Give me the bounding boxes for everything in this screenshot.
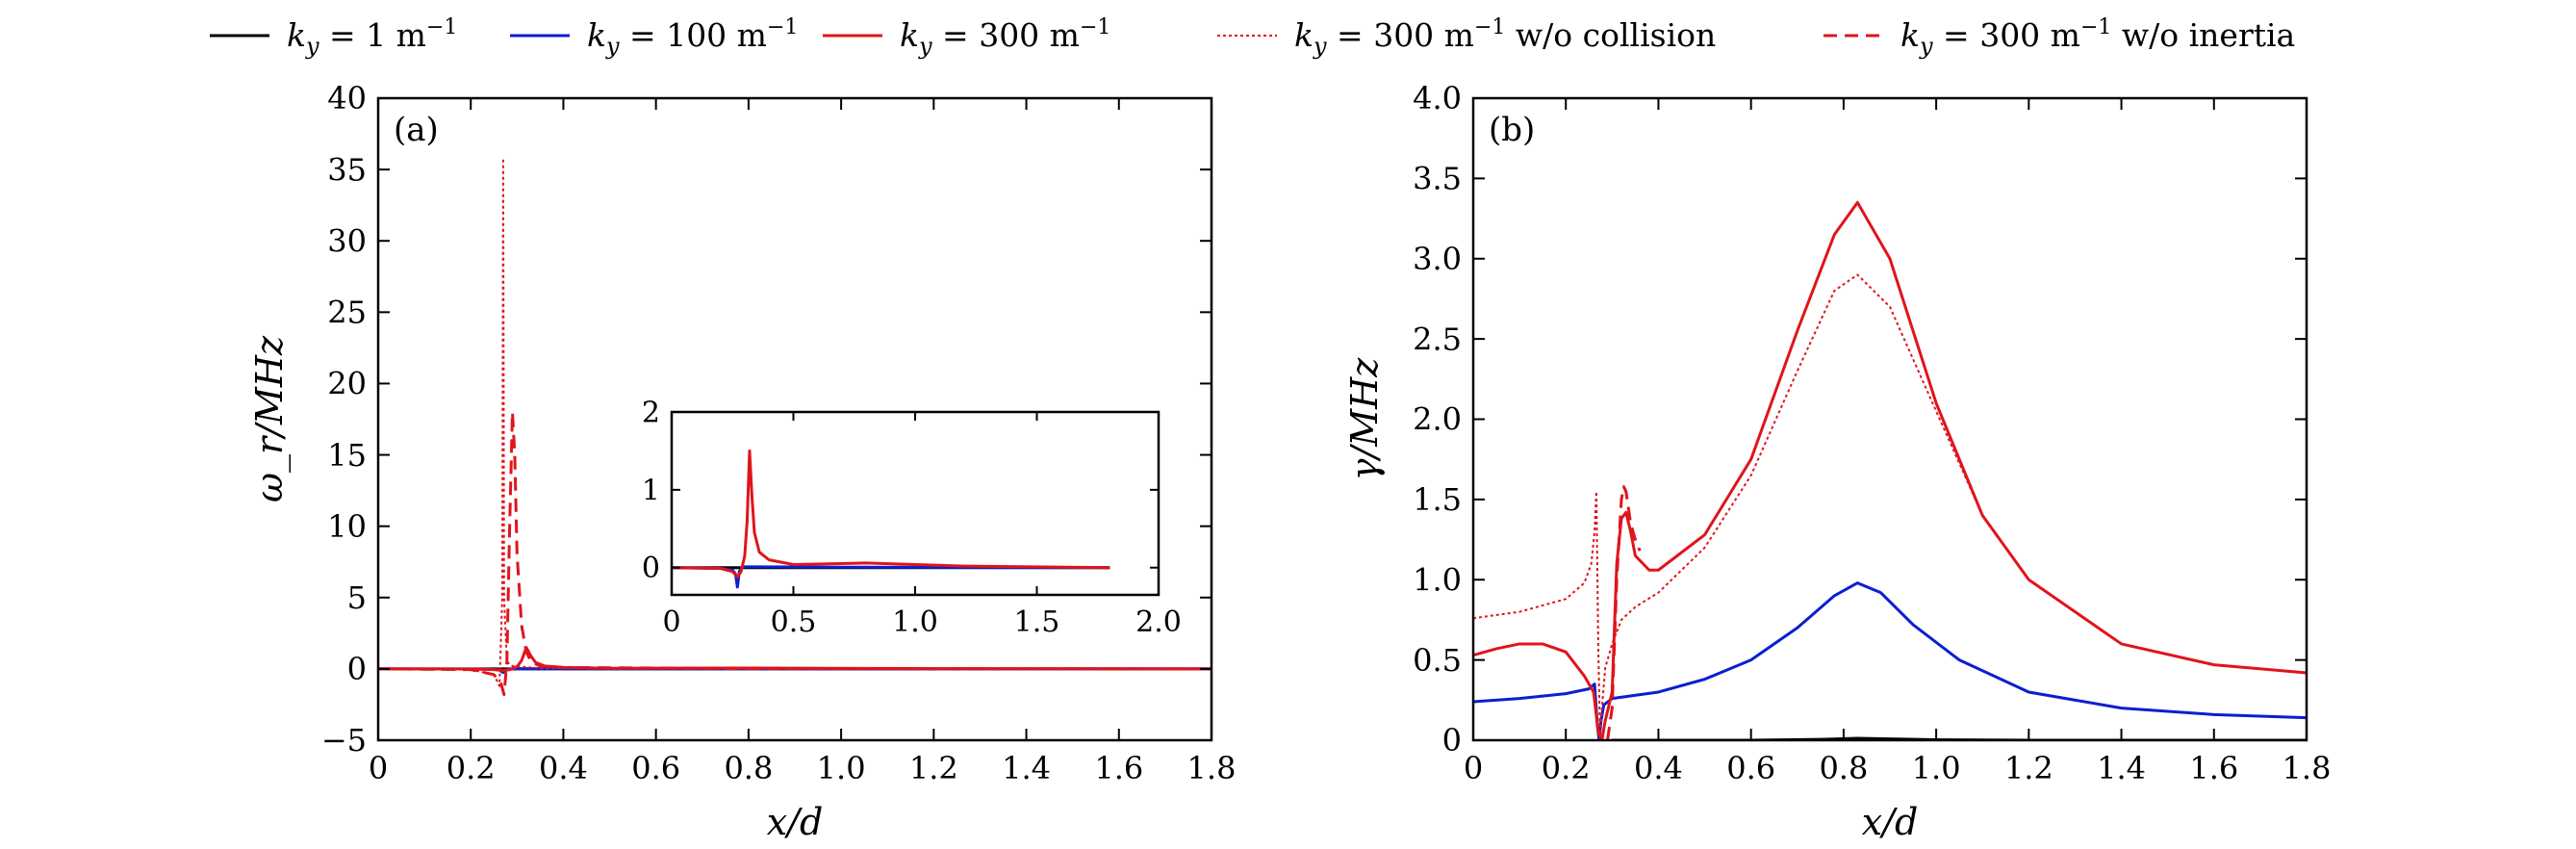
y-tick-label: 30 — [327, 222, 367, 259]
x-tick-label: 1.0 — [892, 605, 938, 639]
legend-item-3: ky = 300 m−1 — [823, 15, 1110, 60]
series-line-2 — [1473, 581, 2307, 740]
panel-b: 0 0.2 0.4 0.6 0.8 1.0 1.2 1.4 1.6 1.8 0 0.5 1.0 1.5 2.… — [1343, 80, 2331, 843]
y-tick-label: 10 — [327, 508, 367, 545]
x-tick-label: 1.2 — [909, 750, 958, 786]
panel-a-inset: 0 0.5 1.0 1.5 2.0 0 1 2 — [642, 397, 1182, 640]
x-tick-label: 1.0 — [817, 750, 866, 786]
x-tick-label: 1.6 — [1094, 750, 1143, 786]
legend-item-1: ky = 1 m−1 — [210, 15, 457, 60]
x-tick-label: 1.4 — [1002, 750, 1051, 786]
panel-a-ylabel: ω_r/MHz — [248, 335, 292, 502]
x-tick-label: 0.5 — [771, 605, 817, 639]
y-tick-label: 4.0 — [1413, 80, 1462, 116]
legend-label: ky = 300 m−1 w/o collision — [1294, 15, 1716, 60]
x-tick-label: 0.4 — [539, 750, 588, 786]
x-tick-label: 1.6 — [2189, 750, 2238, 786]
x-tick-label: 1.0 — [1912, 750, 1961, 786]
x-tick-label: 1.2 — [2004, 750, 2053, 786]
legend-label: ky = 300 m−1 — [900, 15, 1110, 60]
panel-b-ylabel: γ/MHz — [1343, 357, 1386, 481]
legend-label: ky = 300 m−1 w/o inertia — [1900, 15, 2295, 60]
panel-b-xlabel: x/d — [1862, 801, 1919, 843]
y-tick-label: 0 — [642, 552, 660, 585]
legend: ky = 1 m−1 ky = 100 m−1 ky = 300 m−1 ky = 3… — [210, 15, 2295, 60]
x-tick-label: 0.8 — [724, 750, 773, 786]
y-tick-label: 35 — [327, 151, 367, 188]
legend-item-4: ky = 300 m−1 w/o collision — [1217, 15, 1716, 60]
panel-a-frame — [376, 96, 1213, 742]
panel-a-xlabel: x/d — [767, 801, 824, 843]
series-line-5 — [1606, 485, 1642, 740]
y-tick-label: 40 — [327, 80, 367, 116]
y-tick-label: 5 — [347, 579, 367, 616]
x-tick-label: 2.0 — [1135, 605, 1182, 639]
y-tick-label: 3.5 — [1413, 161, 1462, 197]
x-tick-label: 0.8 — [1819, 750, 1868, 786]
x-tick-label: 0.2 — [446, 750, 496, 786]
y-tick-label: 20 — [327, 366, 367, 402]
y-tick-label: 1.5 — [1413, 481, 1462, 518]
panel-b-ticks: 0 0.2 0.4 0.6 0.8 1.0 1.2 1.4 1.6 1.8 0 0.5 1.0 1.5 2.… — [1413, 80, 2331, 786]
y-tick-label: 0 — [1442, 722, 1462, 759]
legend-label: ky = 1 m−1 — [287, 15, 457, 60]
y-tick-label: −5 — [321, 722, 367, 759]
series-line-4 — [1473, 273, 2307, 740]
y-tick-label: 15 — [327, 437, 367, 474]
x-tick-label: 0 — [662, 605, 680, 639]
x-tick-label: 1.8 — [2283, 750, 2332, 786]
panel-a: 0 0.2 0.4 0.6 0.8 1.0 1.2 1.4 1.6 1.8−50510152025… — [248, 80, 1236, 843]
x-tick-label: 0.6 — [631, 750, 680, 786]
x-tick-label: 1.5 — [1014, 605, 1060, 639]
x-tick-label: 1.8 — [1187, 750, 1237, 786]
x-tick-label: 0.2 — [1542, 750, 1591, 786]
x-tick-label: 0 — [369, 750, 388, 786]
x-tick-label: 1.4 — [2097, 750, 2146, 786]
inset-series — [672, 449, 1110, 589]
x-tick-label: 0.6 — [1726, 750, 1775, 786]
x-tick-label: 0.4 — [1634, 750, 1683, 786]
y-tick-label: 25 — [327, 295, 367, 331]
legend-item-2: ky = 100 m−1 — [510, 15, 798, 60]
series-line-3 — [1473, 200, 2307, 740]
panel-b-series — [1473, 200, 2307, 740]
series-line-3 — [378, 646, 1211, 673]
panel-a-series — [378, 157, 1211, 697]
series-line-3 — [672, 449, 1110, 579]
y-tick-label: 1 — [642, 474, 660, 507]
panel-b-label: (b) — [1489, 111, 1535, 149]
y-tick-label: 0.5 — [1413, 642, 1462, 679]
y-tick-label: 1.0 — [1413, 561, 1462, 598]
legend-item-5: ky = 300 m−1 w/o inertia — [1824, 15, 2295, 60]
y-tick-label: 3.0 — [1413, 241, 1462, 277]
panel-a-ticks: 0 0.2 0.4 0.6 0.8 1.0 1.2 1.4 1.6 1.8−50510152025… — [321, 80, 1237, 786]
legend-label: ky = 100 m−1 — [587, 15, 798, 60]
y-tick-label: 2 — [642, 397, 660, 430]
panel-a-label: (a) — [394, 111, 439, 149]
y-tick-label: 0 — [347, 651, 367, 687]
x-tick-label: 0 — [1464, 750, 1483, 786]
inset-ticks: 0 0.5 1.0 1.5 2.0 0 1 2 — [642, 397, 1182, 640]
y-tick-label: 2.5 — [1413, 321, 1462, 357]
y-tick-label: 2.0 — [1413, 401, 1462, 438]
